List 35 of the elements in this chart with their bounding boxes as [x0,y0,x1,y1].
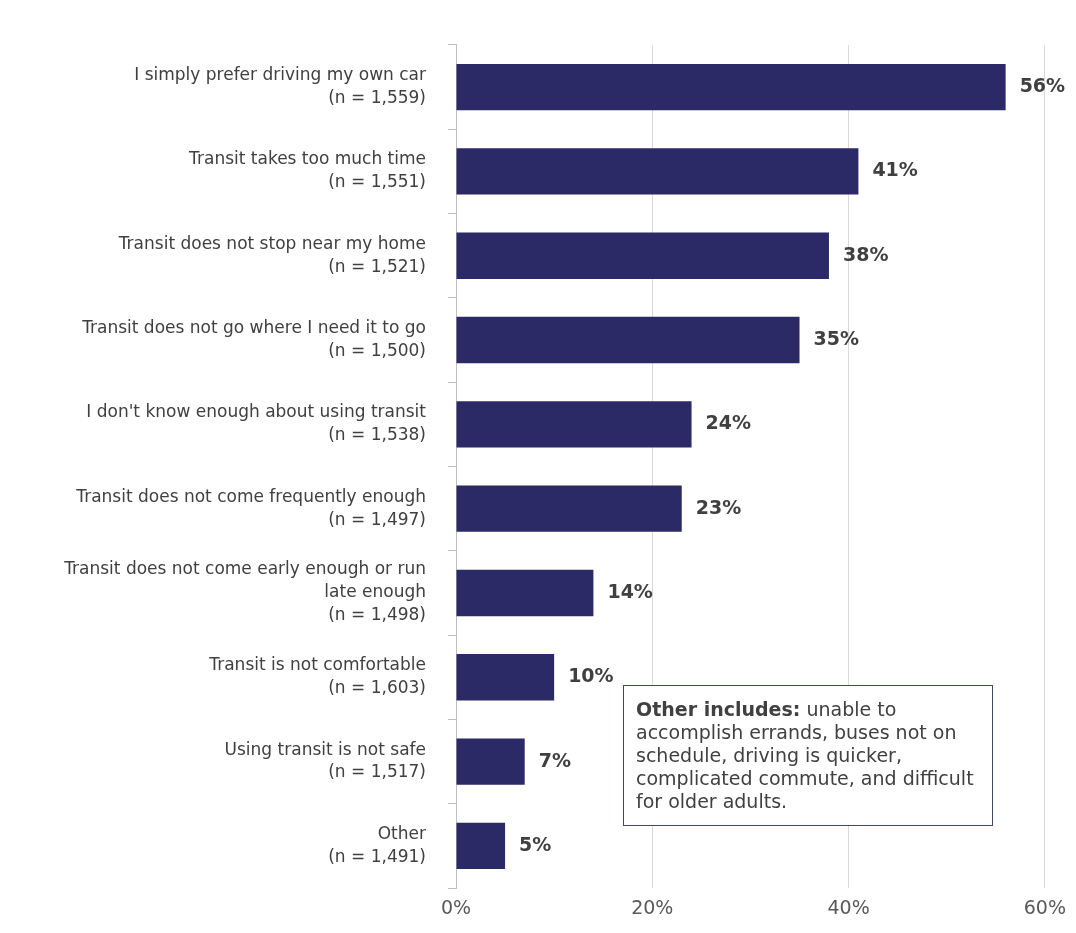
annotation: Other includes: unable to accomplish errands, buses not on schedule, driving is quicker, complicated commute, and difficult for older adults. [623,685,993,826]
bar [456,822,506,870]
bar [456,232,829,279]
data-label: 38% [842,242,889,265]
y-tick-label: Other (n = 1,491) [328,822,426,866]
y-tick-label: Using transit is not safe (n = 1,517) [224,738,426,782]
data-label: 41% [872,158,918,181]
y-tick-label: Transit takes too much time (n = 1,551) [188,148,426,192]
y-tick-label: Transit does not stop near my home (n = 1,521) [117,232,426,276]
y-tick-label: Transit does not come frequently enough (n = 1,497) [75,485,426,529]
bar [456,316,800,364]
y-tick-label: Transit does not go where I need it to go (n = 1,500) [81,316,426,360]
x-tick-label: 60% [1023,896,1066,919]
bar [456,654,555,701]
y-tick-label: Transit is not comfortable (n = 1,603) [208,654,426,698]
bar [456,485,682,532]
data-label: 5% [519,832,552,855]
x-tick-label: 20% [631,896,674,919]
data-label: 56% [1019,74,1066,97]
x-tick-label: 0% [440,896,472,919]
y-tick-label: I simply prefer driving my own car (n = 1,559) [134,64,426,107]
data-label: 23% [695,495,742,518]
data-label: 35% [813,326,859,349]
x-tick-label: 40% [827,896,870,919]
y-tick-label: I don't know enough about using transit (n = 1,538) [86,401,427,445]
bar [456,401,692,448]
data-label: 10% [568,664,614,687]
bar [456,569,594,617]
data-label: 24% [705,411,752,434]
bar [456,738,525,785]
bar [456,63,1006,111]
data-label: 14% [607,579,653,602]
data-label: 7% [538,748,571,771]
y-tick-label: Transit does not come early enough or run late enough (n = 1,498) [63,558,426,625]
bar [456,148,859,195]
